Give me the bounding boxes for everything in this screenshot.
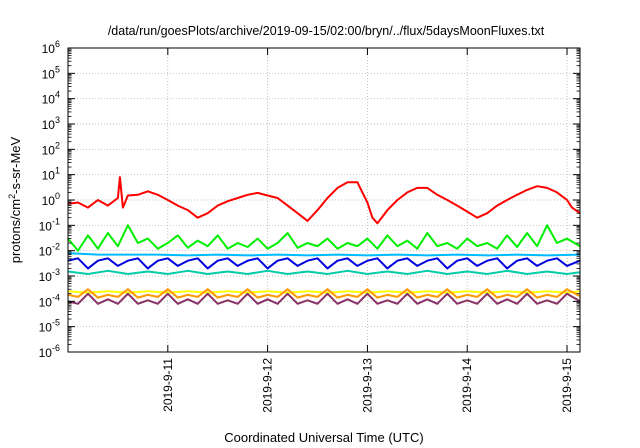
y-tick-label: 101 bbox=[42, 166, 60, 183]
y-tick-label: 106 bbox=[42, 39, 60, 56]
x-tick-label: 2019-9-14 bbox=[460, 358, 474, 413]
series-line-3 bbox=[68, 252, 580, 257]
x-tick-label: 2019-9-15 bbox=[560, 358, 574, 413]
y-axis-label-post: -s-sr-MeV bbox=[8, 136, 23, 193]
series-line-5 bbox=[68, 269, 580, 275]
y-axis-label-sup: 2 bbox=[7, 194, 17, 199]
x-axis-label: Coordinated Universal Time (UTC) bbox=[224, 430, 423, 445]
y-tick-label: 105 bbox=[42, 64, 60, 81]
series-line-1 bbox=[68, 176, 580, 225]
y-tick-label: 100 bbox=[42, 191, 60, 208]
y-axis-label-pre: protons/cm bbox=[8, 199, 23, 263]
y-tick-labels: 10-6 10-5 10-4 10-3 10-2 10-1 100 101 102 103 104 1… bbox=[39, 39, 60, 360]
y-tick-label: 10-3 bbox=[39, 267, 60, 284]
y-tick-label: 103 bbox=[42, 115, 60, 132]
chart-title: /data/run/goesPlots/archive/2019-09-15/0… bbox=[108, 24, 545, 38]
y-tick-label: 10-2 bbox=[39, 242, 60, 259]
series-line-8 bbox=[68, 292, 580, 305]
y-tick-label: 104 bbox=[42, 90, 60, 107]
series-line-7 bbox=[68, 288, 580, 299]
y-tick-label: 10-5 bbox=[39, 318, 60, 335]
tick-marks bbox=[68, 47, 580, 353]
y-tick-label: 10-1 bbox=[39, 216, 60, 233]
y-axis-label: protons/cm2-s-sr-MeV bbox=[7, 136, 23, 263]
y-tick-label: 10-4 bbox=[39, 292, 60, 309]
series-layer bbox=[68, 176, 580, 305]
series-line-2 bbox=[68, 224, 580, 252]
x-tick-labels: 2019-9-11 2019-9-12 2019-9-13 2019-9-14 2019… bbox=[161, 358, 574, 413]
y-tick-label: 102 bbox=[42, 140, 60, 157]
x-tick-label: 2019-9-11 bbox=[161, 358, 175, 412]
x-tick-label: 2019-9-13 bbox=[360, 358, 374, 413]
x-tick-label: 2019-9-12 bbox=[261, 358, 275, 413]
y-tick-label: 10-6 bbox=[39, 343, 60, 360]
series-line-4 bbox=[68, 257, 580, 270]
